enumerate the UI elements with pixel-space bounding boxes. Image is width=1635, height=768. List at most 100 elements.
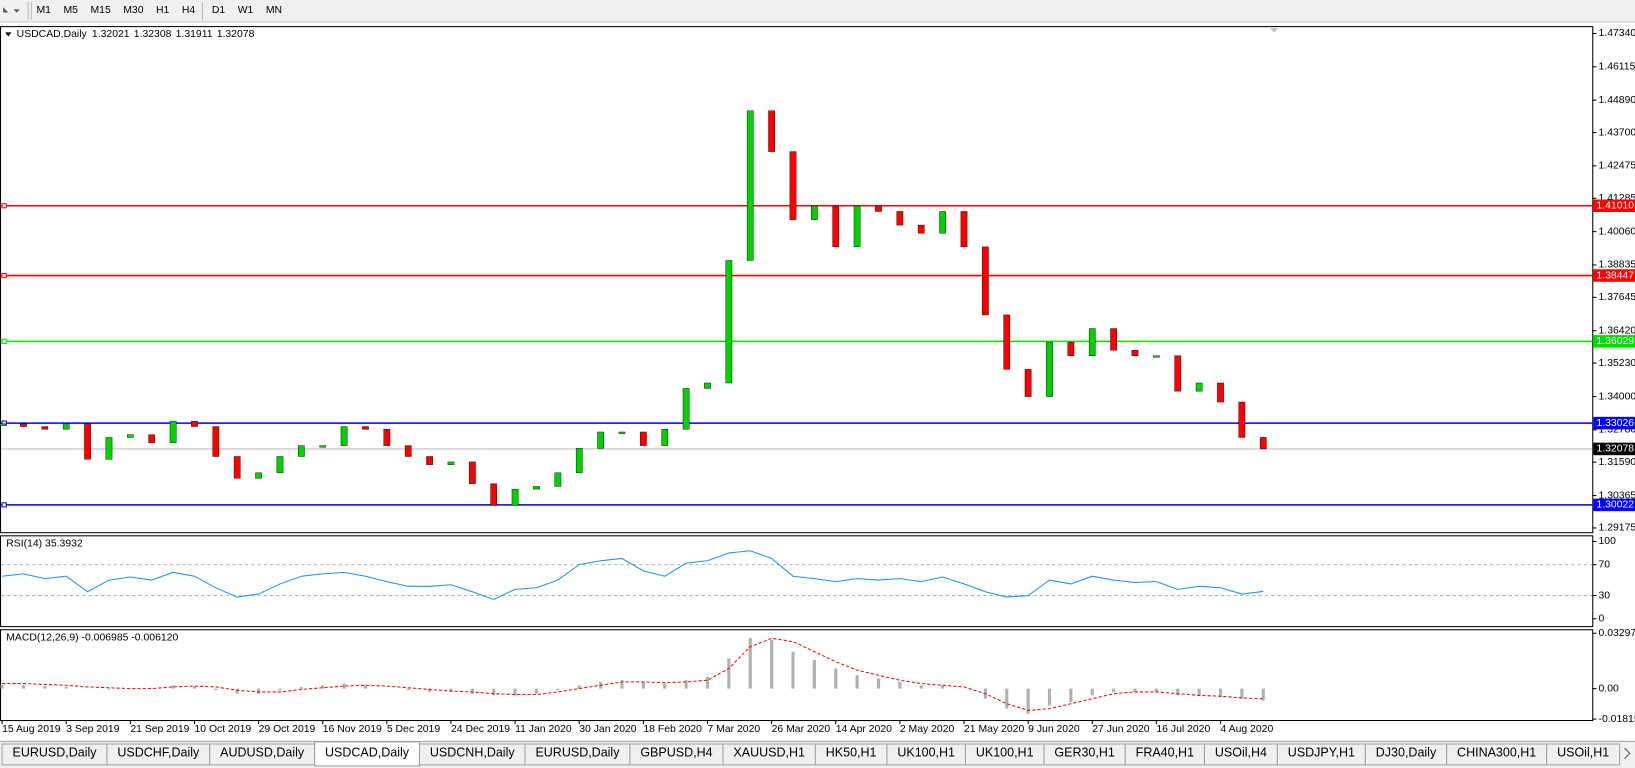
timeframe-button[interactable]: M30 [123, 5, 143, 16]
level-label: 1.41010 [1596, 201, 1634, 212]
candle [490, 483, 498, 506]
tab[interactable]: FRA40,H1 [1124, 743, 1205, 766]
candle [105, 437, 113, 460]
level-label-box [1593, 416, 1635, 430]
timeframe-button[interactable]: M1 [36, 5, 51, 16]
candle [20, 423, 27, 427]
candle [725, 260, 733, 384]
timeframe-button[interactable]: H1 [156, 5, 170, 16]
y-tick-label: 1.42475 [1599, 161, 1635, 172]
tab[interactable]: GBPUSD,H4 [629, 743, 724, 766]
candle [597, 431, 604, 449]
timeframe-button[interactable]: MN [266, 5, 282, 16]
candle [1003, 314, 1011, 370]
x-tick-label: 10 Oct 2019 [194, 724, 251, 735]
tab[interactable]: USDJPY,H1 [1276, 743, 1366, 766]
y-tick-label: 1.41285 [1599, 193, 1635, 204]
candle [575, 448, 583, 474]
x-tick-label: 4 Aug 2020 [1221, 724, 1274, 735]
level-label-box [1593, 335, 1635, 348]
y-tick-label: 1.47340 [1599, 28, 1635, 39]
tab-label: GBPUSD,H4 [640, 746, 712, 760]
tab-label: FRA40,H1 [1136, 746, 1194, 760]
tab[interactable]: XAUUSD,H1 [722, 743, 816, 766]
rsi-line [2, 550, 1264, 601]
x-tick-label: 24 Dec 2019 [451, 724, 510, 735]
x-tick-label: 21 Sep 2019 [130, 724, 189, 735]
tab-label: USOil,H1 [1557, 746, 1609, 760]
tab[interactable]: HK50,H1 [814, 743, 888, 766]
candle [1024, 369, 1032, 397]
x-tick-label: 5 Dec 2019 [387, 724, 440, 735]
ohlc-value: 1.31911 [176, 29, 213, 40]
candle [362, 426, 369, 430]
tab[interactable]: AUDUSD,Daily [209, 743, 316, 766]
y-tick-label: 1.29175 [1599, 523, 1635, 534]
level-label-box [1593, 498, 1635, 512]
y-tick-label: 1.38835 [1599, 260, 1635, 271]
timeframe-button[interactable]: M15 [90, 5, 110, 16]
candle [1131, 350, 1139, 356]
candle [982, 246, 989, 316]
level-label: 1.36029 [1596, 336, 1634, 347]
y-tick-label: -0.01815 [1599, 714, 1635, 725]
candle [640, 431, 647, 446]
x-tick-label: 26 Mar 2020 [772, 724, 831, 735]
y-tick-label: 1.35230 [1599, 358, 1635, 369]
tool-icon[interactable] [3, 7, 20, 13]
tab[interactable]: DJ30,Daily [1364, 743, 1448, 766]
candle [533, 486, 540, 490]
tab[interactable]: UK100,H1 [886, 743, 966, 766]
candle [383, 429, 391, 446]
timeframe-button[interactable]: H4 [182, 5, 196, 16]
x-tick-label: 18 Feb 2020 [643, 724, 702, 735]
y-tick-label: 1.37645 [1599, 292, 1635, 303]
tab[interactable]: USOil,H1 [1546, 743, 1621, 766]
x-tick-label: 16 Nov 2019 [323, 724, 382, 735]
x-tick-label: 29 Oct 2019 [259, 724, 316, 735]
x-tick-label: 30 Jan 2020 [579, 724, 637, 735]
x-tick-label: 15 Aug 2019 [2, 724, 61, 735]
tab[interactable]: EURUSD,Daily [1, 743, 108, 766]
last-price-label: 1.32078 [1596, 444, 1634, 455]
candle [1174, 355, 1182, 392]
tab[interactable]: CHINA300,H1 [1446, 743, 1548, 766]
candle [811, 205, 818, 220]
tab[interactable]: USDCNH,Daily [418, 743, 526, 766]
timeframe-button[interactable]: W1 [238, 5, 254, 16]
candle [746, 110, 754, 261]
level-handle [1, 203, 7, 209]
x-tick-label: 21 May 2020 [964, 724, 1024, 735]
tab-label: CHINA300,H1 [1457, 746, 1536, 760]
candle [298, 445, 305, 457]
timeframe-button[interactable]: D1 [212, 5, 226, 16]
candle [704, 382, 711, 389]
tab-label: EURUSD,Daily [535, 746, 620, 760]
timeframe-button[interactable]: M5 [63, 5, 78, 16]
candle [682, 388, 690, 430]
candle [768, 110, 775, 152]
tab[interactable]: UK100,H1 [964, 743, 1045, 766]
tab-label: USDCNH,Daily [430, 746, 515, 760]
tab[interactable]: USDCAD,Daily [314, 741, 420, 767]
tab-background [1546, 743, 1621, 766]
candle [62, 423, 70, 430]
ohlc-value: 1.32078 [217, 29, 255, 40]
tab-label: USOil,H4 [1215, 746, 1267, 760]
tab[interactable]: EURUSD,Daily [524, 743, 631, 766]
candle [1046, 341, 1053, 397]
tab[interactable]: USOil,H4 [1203, 743, 1278, 766]
tab[interactable]: USDCHF,Daily [106, 743, 211, 766]
candle [1195, 382, 1203, 392]
level-handle [1, 338, 7, 344]
level-label: 1.33026 [1596, 418, 1634, 429]
candle [1088, 328, 1096, 356]
candle [1259, 437, 1267, 450]
tab[interactable]: GER30,H1 [1043, 743, 1126, 766]
macd-title: MACD(12,26,9) -0.006985 -0.006120 [6, 632, 178, 643]
y-tick-label: 1.46115 [1599, 62, 1635, 73]
candle [41, 426, 49, 430]
candle [618, 431, 626, 434]
rsi-panel [0, 535, 1594, 628]
y-tick-label: 0.00 [1599, 683, 1619, 694]
